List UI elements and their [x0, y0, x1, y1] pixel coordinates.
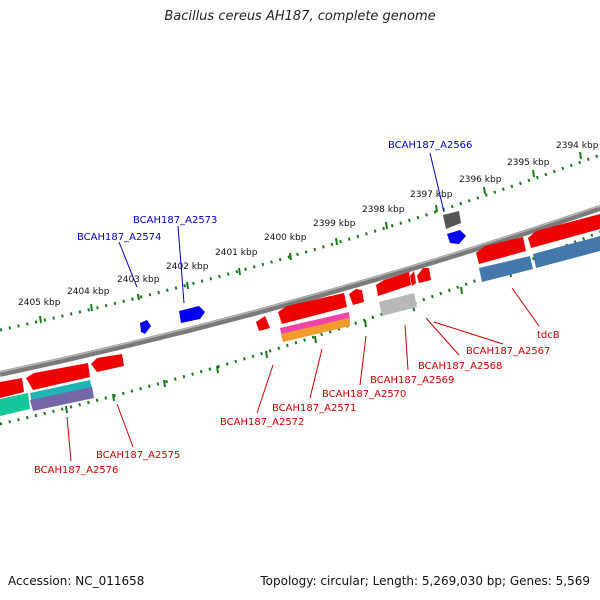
- gene-label[interactable]: BCAH187_A2572: [220, 417, 304, 428]
- gene-forward[interactable]: [443, 211, 461, 229]
- gene-reverse[interactable]: [528, 214, 600, 248]
- gene-reverse[interactable]: [0, 378, 24, 398]
- gene-label[interactable]: BCAH187_A2568: [418, 361, 502, 372]
- feature-bar: [30, 387, 94, 411]
- scale-label: 2396 kbp: [459, 175, 502, 185]
- scale-label: 2405 kbp: [18, 298, 61, 308]
- gene-forward[interactable]: [179, 306, 205, 323]
- label-leader-lines: [66, 152, 540, 462]
- gene-reverse[interactable]: [26, 363, 90, 390]
- scale-label: 2394 kbp: [556, 141, 599, 151]
- gene-reverse[interactable]: [476, 237, 526, 264]
- scale-label: 2402 kbp: [166, 262, 209, 272]
- scale-label: 2400 kbp: [264, 233, 307, 243]
- scale-label: 2395 kbp: [507, 158, 550, 168]
- gene-label[interactable]: BCAH187_A2567: [466, 346, 550, 357]
- scale-label: 2399 kbp: [313, 219, 356, 229]
- accession-text: Accession: NC_011658: [8, 574, 145, 588]
- scale-labels: 2394 kbp 2395 kbp 2396 kbp 2397 kbp 2398…: [18, 141, 599, 308]
- feature-bar: [379, 293, 417, 316]
- gene-label[interactable]: BCAH187_A2569: [370, 375, 454, 386]
- gene-reverse[interactable]: [410, 271, 416, 286]
- map-title: Bacillus cereus AH187, complete genome: [164, 9, 436, 24]
- genome-backbone: [0, 205, 600, 377]
- scale-label: 2397 kbp: [410, 190, 453, 200]
- gene-forward[interactable]: [447, 230, 466, 244]
- scale-label: 2401 kbp: [215, 248, 258, 258]
- scale-label: 2404 kbp: [67, 287, 110, 297]
- gene-reverse[interactable]: [349, 289, 364, 305]
- gene-label[interactable]: BCAH187_A2576: [34, 465, 118, 476]
- feature-bar: [0, 393, 30, 416]
- gene-label[interactable]: BCAH187_A2574: [77, 232, 161, 243]
- gene-reverse[interactable]: [417, 268, 431, 283]
- gene-reverse[interactable]: [256, 316, 270, 331]
- feature-bar: [479, 256, 533, 282]
- gene-reverse[interactable]: [376, 272, 411, 296]
- gene-label[interactable]: BCAH187_A2575: [96, 450, 180, 461]
- feature-bar: [281, 318, 350, 342]
- gene-label[interactable]: tdcB: [537, 330, 560, 341]
- gene-label[interactable]: BCAH187_A2571: [272, 403, 356, 414]
- genome-summary-text: Topology: circular; Length: 5,269,030 bp…: [260, 574, 590, 588]
- gene-reverse[interactable]: [91, 354, 124, 372]
- gene-label[interactable]: BCAH187_A2570: [322, 389, 406, 400]
- scale-label: 2403 kbp: [117, 275, 160, 285]
- scale-label: 2398 kbp: [362, 205, 405, 215]
- feature-bar: [533, 236, 600, 268]
- gene-label[interactable]: BCAH187_A2566: [388, 140, 472, 151]
- gene-label[interactable]: BCAH187_A2573: [133, 215, 217, 226]
- gene-reverse[interactable]: [278, 293, 347, 324]
- gene-forward[interactable]: [140, 320, 151, 334]
